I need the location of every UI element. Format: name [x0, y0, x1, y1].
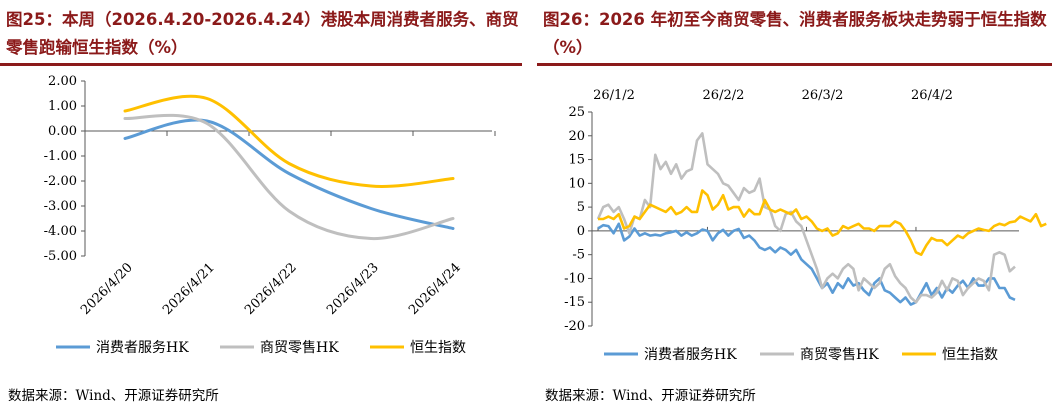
legend-label: 恒生指数 [942, 347, 998, 363]
x-tick-label: 2026/4/20 [78, 260, 136, 318]
y-tick-label: 0 [577, 224, 585, 239]
series-line [596, 132, 1016, 304]
y-tick-label: -1.00 [44, 149, 77, 164]
x-tick-label: 2026/4/24 [406, 260, 464, 318]
y-tick-label: -2.00 [44, 174, 77, 189]
x-tick-label: 2026/4/22 [242, 260, 300, 318]
y-tick-label: 10 [568, 176, 585, 191]
y-tick-label: 2.00 [48, 74, 77, 89]
series-line [123, 113, 455, 241]
source-note-left: 数据来源：Wind、开源证券研究所 [8, 388, 219, 404]
chart-panel-left: 图25：本周（2026.4.20-2026.4.24）港股本周消费者服务、商贸零… [0, 0, 527, 410]
legend-label: 恒生指数 [410, 340, 466, 356]
y-tick-label: -3.00 [44, 199, 77, 214]
legend-label: 商贸零售HK [260, 340, 339, 356]
chart-title-right: 图26：2026 年初至今商贸零售、消费者服务板块走势弱于恒生指数（%） [543, 10, 1047, 57]
y-tick-label: -20 [564, 319, 585, 334]
series-line [597, 222, 1016, 306]
y-tick-label: -15 [564, 295, 585, 310]
y-tick-label: 20 [568, 129, 585, 144]
chart-panel-right: 图26：2026 年初至今商贸零售、消费者服务板块走势弱于恒生指数（%） -20… [537, 0, 1057, 410]
x-tick-label: 26/1/2 [593, 88, 635, 103]
series-line [123, 94, 455, 188]
y-tick-label: 15 [568, 153, 585, 168]
legend-label: 商贸零售HK [800, 347, 879, 363]
legend-label: 消费者服务HK [644, 347, 737, 363]
line-chart-right: -20 -15 -10 -5 0 5 10 15 20 25 26/1/2 26/2/2 26/3/2 2… [564, 88, 1047, 363]
y-tick-label: -4.00 [44, 224, 77, 239]
x-tick-label: 26/4/2 [911, 88, 953, 103]
series-line [598, 189, 1047, 256]
y-tick-label: -5 [572, 248, 585, 263]
y-tick-label: 5 [577, 200, 585, 215]
line-chart-left: -5.00 -4.00 -3.00 -2.00 -1.00 0.00 1.00 2.00 202… [44, 74, 496, 356]
y-tick-label: 25 [568, 105, 585, 120]
y-tick-label: -5.00 [44, 249, 77, 264]
y-tick-label: -10 [564, 271, 585, 286]
x-tick-label: 26/2/2 [703, 88, 745, 103]
legend-label: 消费者服务HK [96, 340, 189, 356]
x-tick-label: 2026/4/23 [324, 260, 382, 318]
title-rule-left [0, 63, 522, 66]
x-tick-label: 2026/4/21 [160, 260, 218, 318]
source-note-right: 数据来源：Wind、开源证券研究所 [545, 388, 756, 404]
series-line [123, 118, 455, 230]
x-tick-label: 26/3/2 [802, 88, 844, 103]
title-rule-right [537, 63, 1052, 66]
y-tick-label: 0.00 [48, 124, 77, 139]
y-tick-label: 1.00 [48, 99, 77, 114]
chart-title-left: 图25：本周（2026.4.20-2026.4.24）港股本周消费者服务、商贸零… [6, 10, 519, 57]
